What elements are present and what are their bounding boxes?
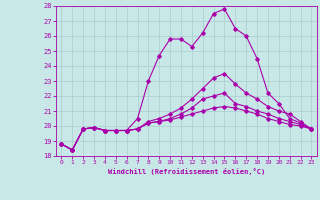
X-axis label: Windchill (Refroidissement éolien,°C): Windchill (Refroidissement éolien,°C) bbox=[108, 168, 265, 175]
